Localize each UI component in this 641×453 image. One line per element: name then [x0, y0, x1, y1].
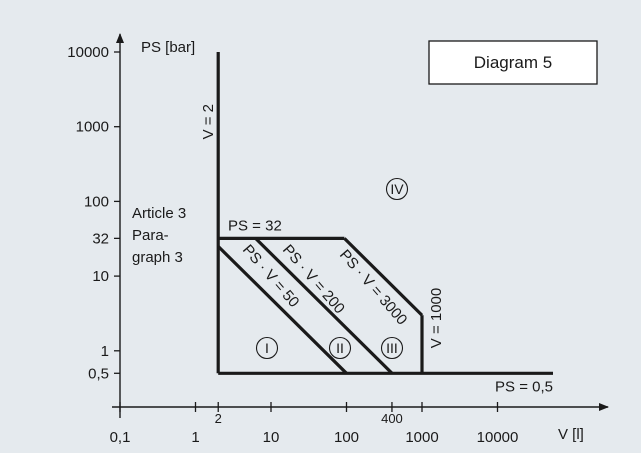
labels-layer: 0,1 1 10 100 1000 10000 2 400 10000 1000 100 32 10 1 0…	[67, 44, 553, 446]
y-tick-label: 10000	[67, 44, 109, 61]
x-tick-label: 1	[191, 429, 199, 446]
series-line-4	[254, 237, 394, 375]
chart-title-box: Diagram 5	[428, 40, 598, 85]
x-tick-label: 10000	[477, 429, 519, 446]
x-tick-label: 0,1	[110, 429, 131, 446]
x-minor-tick-label: 2	[215, 411, 222, 426]
x-tick-label: 10	[263, 429, 280, 446]
series-label: V = 2	[200, 104, 217, 139]
x-minor-tick-label: 400	[381, 411, 403, 426]
y-tick-label: 32	[92, 230, 109, 247]
series-layer	[216, 52, 553, 375]
chart-title: Diagram 5	[474, 53, 552, 72]
article-annotation-line: Para-	[132, 227, 169, 244]
region-marker-label: I	[265, 340, 269, 356]
region-marker-circle	[328, 336, 352, 360]
article-annotation-line: graph 3	[132, 249, 183, 266]
y-tick-label: 0,5	[88, 365, 109, 382]
article-annotation-line: Article 3	[132, 205, 186, 222]
region-marker-label: III	[386, 340, 398, 356]
x-axis-label: V [l]	[558, 426, 584, 443]
series-line-3	[217, 245, 348, 375]
region-marker-circle	[255, 336, 279, 360]
axes	[112, 33, 609, 418]
y-tick-label: 1000	[76, 119, 109, 136]
y-axis-label: PS [bar]	[141, 39, 195, 56]
y-tick-label: 10	[92, 268, 109, 285]
series-label: PS = 0,5	[495, 378, 553, 395]
x-tick-label: 100	[334, 429, 359, 446]
region-marker-label: IV	[390, 181, 404, 197]
region-marker-circle	[380, 336, 404, 360]
series-label: PS · V = 3000	[336, 246, 410, 328]
region-marker-label: II	[336, 340, 344, 356]
series-line-5	[343, 237, 424, 317]
y-tick-label: 1	[101, 343, 109, 360]
y-tick-label: 100	[84, 193, 109, 210]
series-label: V = 1000	[428, 288, 445, 348]
series-label: PS = 32	[228, 217, 282, 234]
region-marker-circle	[385, 177, 409, 201]
x-tick-label: 1000	[405, 429, 438, 446]
